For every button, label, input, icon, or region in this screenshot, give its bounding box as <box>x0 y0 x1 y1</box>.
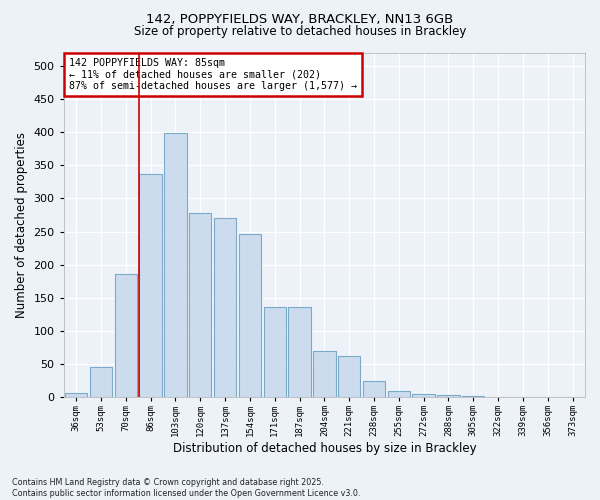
Text: 142, POPPYFIELDS WAY, BRACKLEY, NN13 6GB: 142, POPPYFIELDS WAY, BRACKLEY, NN13 6GB <box>146 12 454 26</box>
Bar <box>214 218 236 397</box>
Bar <box>139 174 162 397</box>
Text: Size of property relative to detached houses in Brackley: Size of property relative to detached ho… <box>134 25 466 38</box>
Bar <box>189 213 211 397</box>
Bar <box>412 394 435 397</box>
Bar <box>90 367 112 397</box>
Bar <box>289 307 311 397</box>
Bar <box>363 380 385 397</box>
Bar <box>437 396 460 397</box>
Text: 142 POPPYFIELDS WAY: 85sqm
← 11% of detached houses are smaller (202)
87% of sem: 142 POPPYFIELDS WAY: 85sqm ← 11% of deta… <box>69 58 357 91</box>
Bar <box>239 234 261 397</box>
Bar <box>313 351 335 397</box>
Bar <box>512 396 534 397</box>
Bar <box>536 396 559 397</box>
X-axis label: Distribution of detached houses by size in Brackley: Distribution of detached houses by size … <box>173 442 476 455</box>
Y-axis label: Number of detached properties: Number of detached properties <box>15 132 28 318</box>
Bar <box>562 396 584 397</box>
Text: Contains HM Land Registry data © Crown copyright and database right 2025.
Contai: Contains HM Land Registry data © Crown c… <box>12 478 361 498</box>
Bar <box>462 396 484 397</box>
Bar <box>338 356 361 397</box>
Bar <box>65 392 87 397</box>
Bar <box>388 390 410 397</box>
Bar <box>487 396 509 397</box>
Bar <box>115 274 137 397</box>
Bar <box>263 307 286 397</box>
Bar <box>164 134 187 397</box>
